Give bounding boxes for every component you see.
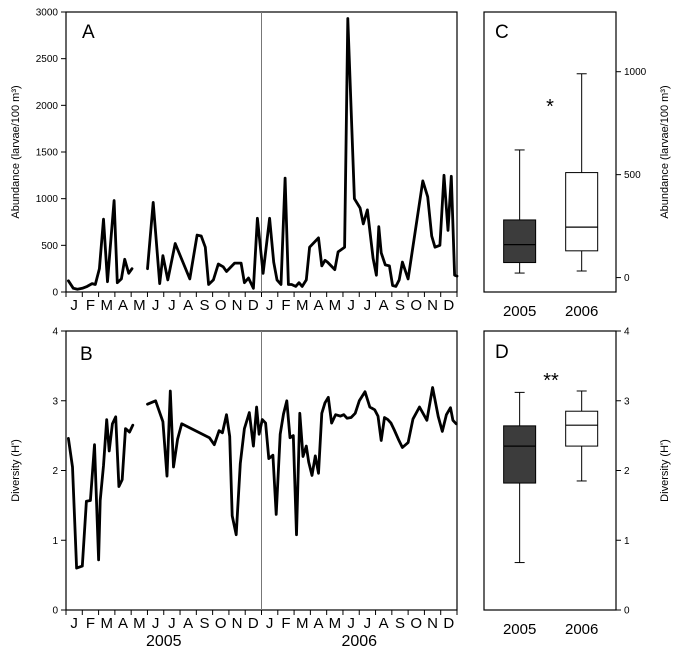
panel-b-series-line [67,415,135,570]
panel-d-category-label: 2006 [565,621,598,638]
panel-b-label: B [80,344,93,365]
panel-b-y-axis-label: Diversity (H') [10,439,22,502]
panel-a-label: A [82,22,95,43]
panel-a-month-label: J [70,297,78,314]
panel-a-month-label: N [232,297,243,314]
panel-b-month-label: J [152,615,160,632]
panel-b-month-label: A [314,615,324,632]
panel-b-month-label: A [183,615,193,632]
panel-d-y-tick-label: 1 [624,536,630,547]
panel-c-y-tick-label: 1000 [624,67,647,78]
panel-b-y-tick-label: 0 [52,606,58,617]
panel-a-month-label: J [364,297,372,314]
panel-b-month-label: J [266,615,274,632]
panel-b-series-line [146,386,458,537]
panel-b-month-label: N [232,615,243,632]
panel-b-y-tick-label: 2 [52,466,58,477]
panel-b-month-label: J [168,615,176,632]
panel-a-month-label: F [281,297,290,314]
panel-a-month-label: J [168,297,176,314]
panel-a-month-label: J [347,297,355,314]
panel-c-label: C [495,22,509,43]
panel-b-year-label: 2006 [341,633,377,650]
panel-b-month-label: D [443,615,454,632]
panel-a-y-tick-label: 2000 [36,101,59,112]
panel-b-month-label: J [347,615,355,632]
panel-b-month-label: M [296,615,309,632]
panel-c-significance: * [546,96,554,118]
panel-a-month-label: M [296,297,309,314]
panel-a-month-label: D [248,297,259,314]
panel-a-month-label: M [329,297,342,314]
panel-b-month-label: D [248,615,259,632]
panel-a-series-line [146,17,459,290]
panel-a-y-tick-label: 3000 [36,8,59,19]
panel-d-y-tick-label: 4 [624,327,630,338]
panel-a-month-label: S [199,297,209,314]
panel-d-category-label: 2005 [503,621,536,638]
panel-a-y-tick-label: 1000 [36,194,59,205]
panel-a-month-label: A [379,297,389,314]
panel-a-series-line [67,199,134,291]
panel-d-y-axis-label: Diversity (H') [659,439,671,502]
panel-a-month-label: F [86,297,95,314]
panel-b-month-label: S [199,615,209,632]
panel-b-month-label: A [118,615,128,632]
panel-b-y-tick-label: 1 [52,536,58,547]
panel-c-category-label: 2005 [503,303,536,320]
panel-d-significance: ** [543,370,559,392]
panel-a-month-label: A [183,297,193,314]
panel-d-label: D [495,342,509,363]
panel-a-month-label: S [395,297,405,314]
panel-d-box-2006 [565,410,599,447]
panel-b-year-label: 2005 [146,633,182,650]
panel-b-month-label: F [86,615,95,632]
panel-a-month-label: M [100,297,113,314]
panel-b-month-label: O [410,615,422,632]
panel-b-month-label: M [329,615,342,632]
panel-c-box-2006 [565,172,599,252]
panel-b-month-label: M [100,615,113,632]
panel-a-month-label: J [152,297,160,314]
panel-a-month-label: O [410,297,422,314]
panel-d-boxplot: 0 1 2 3 4 Diversity (H') 2005 2006 [483,327,671,638]
panel-b-month-label: O [215,615,227,632]
panel-a-month-label: D [443,297,454,314]
panel-d-box-2005 [503,425,537,484]
panel-b-month-label: S [395,615,405,632]
panel-a-y-tick-label: 2500 [36,54,59,65]
panel-b-month-label: J [364,615,372,632]
panel-c-boxplot: 0 500 1000 Abundance (larvae/100 m³) 2005 200… [483,11,671,320]
panel-c-plot-frame [483,11,617,293]
panel-b-month-label: M [133,615,146,632]
panel-b-month-label: A [379,615,389,632]
panel-c-y-tick-label: 0 [624,273,630,284]
panel-b-month-label: F [281,615,290,632]
panel-b-month-label: J [70,615,78,632]
panel-c-y-axis-label: Abundance (larvae/100 m³) [659,85,671,218]
panel-a-y-axis-label: Abundance (larvae/100 m³) [10,85,22,218]
panel-a-y-tick-label: 1500 [36,148,59,159]
panel-b-y-tick-label: 4 [52,327,58,338]
panel-d-y-tick-label: 2 [624,466,630,477]
panel-a-month-label: A [314,297,324,314]
panel-b-month-label: N [427,615,438,632]
panel-c-category-label: 2006 [565,303,598,320]
panel-a-y-tick-label: 0 [52,288,58,299]
panel-c-y-tick-label: 500 [624,170,641,181]
panel-d-y-tick-label: 0 [624,606,630,617]
panel-a-month-label: M [133,297,146,314]
panel-a-y-tick-label: 500 [41,241,58,252]
panel-a-month-label: A [118,297,128,314]
panel-a-month-label: J [266,297,274,314]
panel-b-y-tick-label: 3 [52,396,58,407]
panel-a-month-label: N [427,297,438,314]
panel-d-y-tick-label: 3 [624,396,630,407]
panel-c-box-2005 [503,219,537,264]
panel-a-month-label: O [215,297,227,314]
